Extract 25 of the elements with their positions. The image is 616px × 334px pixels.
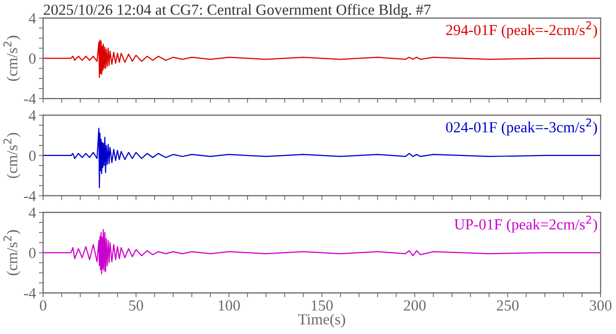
series-label: 294-01F (peak=-2cm/s$^{2}$) (446, 21, 597, 38)
chart-title: 2025/10/26 12:04 at CG7: Central Government Office Bldg. #7 (44, 4, 431, 18)
x-tick-label: 300 (590, 300, 612, 311)
y-tick-label: 0 (29, 248, 36, 258)
y-tick-label: 0 (29, 53, 36, 64)
x-tick-label: 100 (218, 300, 240, 311)
x-tick-label: 150 (312, 300, 333, 311)
y-tick-label: -4 (24, 94, 36, 104)
x-tick-label: 250 (496, 300, 519, 311)
y-tick-label: 4 (28, 208, 36, 218)
y-tick-label: -4 (24, 288, 36, 298)
line-series (43, 40, 601, 78)
x-tick-label: 0 (40, 300, 46, 311)
y-axis-title: (cm/s$^{2}$) (3, 36, 20, 81)
x-tick-label: 50 (129, 300, 144, 311)
y-tick-label: 4 (28, 110, 36, 121)
y-axis-title: (cm/s$^{2}$) (3, 230, 20, 276)
x-axis-title: Time(s) (298, 314, 346, 328)
y-tick-label: 4 (28, 13, 36, 24)
y-axis-title: (cm/s$^{2}$) (3, 132, 20, 178)
y-tick-label: 0 (29, 150, 36, 161)
series-label: UP-01F (peak=2cm/s$^{2}$) (454, 216, 598, 233)
x-tick-label: 200 (404, 300, 426, 311)
series-label: 024-01F (peak=-3cm/s$^{2}$) (446, 118, 597, 136)
y-tick-label: -4 (24, 190, 36, 202)
